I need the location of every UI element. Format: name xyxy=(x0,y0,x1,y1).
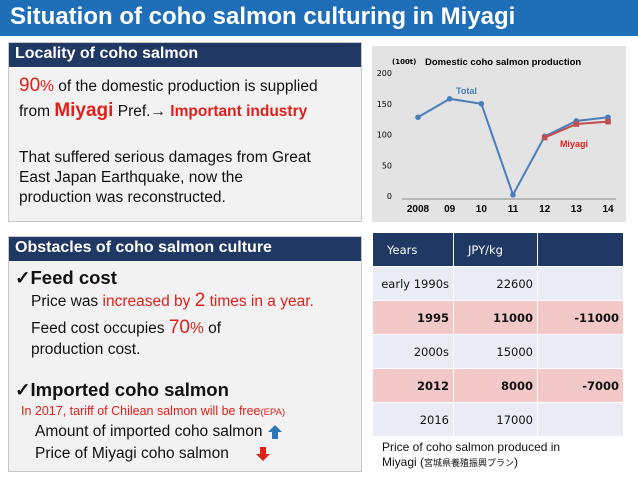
import-amount-text: Amount of imported coho salmon xyxy=(35,423,263,440)
production-chart: (100t) Domestic coho salmon production 0… xyxy=(372,46,626,222)
share-percent: 90 xyxy=(19,75,41,96)
feed-line-3: production cost. xyxy=(31,341,141,358)
share-text: of the domestic production is supplied xyxy=(53,78,318,95)
cell-year: 2012 xyxy=(372,368,454,403)
header-price: JPY/kg xyxy=(453,232,538,267)
cell-year: 2000s xyxy=(372,334,454,369)
cell-year: 1995 xyxy=(372,300,454,335)
up-arrow-icon xyxy=(267,424,282,439)
x-tick-label: 13 xyxy=(571,204,583,215)
y-tick-label: 100 xyxy=(377,131,392,140)
table-row: early 1990s 22600 xyxy=(372,266,624,301)
cell-diff xyxy=(537,402,624,437)
data-point-miyagi xyxy=(573,121,580,127)
y-tick-label: 50 xyxy=(382,161,392,170)
legend-total: Total xyxy=(456,86,477,96)
miyagi-text: Miyagi xyxy=(54,100,114,121)
feed-line-1-text: Price was xyxy=(31,293,103,310)
feed-line-1: Price was increased by 2 times in a year… xyxy=(31,290,314,312)
feed-line-2-text: Feed cost occupies xyxy=(31,320,169,337)
data-point-miyagi xyxy=(605,118,611,125)
x-tick-label: 12 xyxy=(539,204,551,215)
caption-line-2: Miyagi (宮城県養殖振興プラン) xyxy=(382,455,560,471)
cell-price: 15000 xyxy=(453,334,538,369)
down-arrow-icon xyxy=(256,446,271,461)
feed-increase-text: increased by xyxy=(102,293,195,310)
locality-header: Locality of coho salmon xyxy=(9,43,361,67)
table-caption: Price of coho salmon produced in Miyagi … xyxy=(382,440,560,471)
cell-price: 8000 xyxy=(453,368,538,403)
data-point-total xyxy=(510,191,516,198)
feed-increase-tail: times in a year. xyxy=(205,293,314,310)
imported-heading: ✓Imported coho salmon xyxy=(15,379,229,400)
cell-diff xyxy=(537,266,624,301)
feed-share-unit: % xyxy=(190,320,204,337)
locality-line-1: 90% of the domestic production is suppli… xyxy=(19,75,318,97)
x-tick-label: 11 xyxy=(508,204,519,215)
locality-panel: Locality of coho salmon 90% of the domes… xyxy=(8,42,362,222)
data-point-total xyxy=(446,96,453,102)
x-tick-label: 10 xyxy=(476,204,488,215)
damage-line-1: That suffered serious damages from Great xyxy=(19,149,311,166)
important-industry-text: Important industry xyxy=(170,103,308,120)
feed-share-number: 70 xyxy=(168,317,190,338)
header-years: Years xyxy=(372,232,454,267)
data-point-total xyxy=(478,100,485,107)
data-point-miyagi xyxy=(541,134,548,141)
obstacles-panel: Obstacles of coho salmon culture ✓Feed c… xyxy=(8,236,362,472)
legend-miyagi: Miyagi xyxy=(560,139,588,149)
tariff-note-text: In 2017, tariff of Chilean salmon will b… xyxy=(21,404,261,418)
x-tick-label: 09 xyxy=(444,204,456,215)
table-header-row: Years JPY/kg xyxy=(372,232,624,267)
tariff-note: In 2017, tariff of Chilean salmon will b… xyxy=(21,404,285,418)
data-point-total xyxy=(605,114,611,121)
caption-close: ) xyxy=(514,455,519,469)
y-tick-label: 150 xyxy=(377,100,392,109)
y-tick-label: 200 xyxy=(377,69,392,78)
damage-line-3: production was reconstructed. xyxy=(19,189,226,206)
price-table: Years JPY/kg early 1990s 22600 1995 1100… xyxy=(372,232,624,437)
chart-unit: (100t) xyxy=(392,58,416,66)
table-row: 1995 11000 -11000 xyxy=(372,300,624,335)
cell-price: 22600 xyxy=(453,266,538,301)
import-line-2: Price of Miyagi coho salmon xyxy=(35,445,271,463)
feed-line-2: Feed cost occupies 70% of xyxy=(31,317,221,339)
obstacles-header: Obstacles of coho salmon culture xyxy=(9,237,361,261)
locality-line-2: from Miyagi Pref.→ Important industry xyxy=(19,100,307,122)
cell-diff: -7000 xyxy=(537,368,624,403)
y-tick-label: 0 xyxy=(387,192,392,201)
cell-year: early 1990s xyxy=(372,266,454,301)
damage-line-2: East Japan Earthquake, now the xyxy=(19,169,244,186)
page-title: Situation of coho salmon culturing in Mi… xyxy=(0,0,638,36)
cell-year: 2016 xyxy=(372,402,454,437)
caption-line-1: Price of coho salmon produced in xyxy=(382,440,561,454)
caption-source: 宮城県養殖振興プラン xyxy=(424,458,515,468)
x-tick-label: 2008 xyxy=(407,204,430,215)
import-line-1: Amount of imported coho salmon xyxy=(35,423,283,441)
epa-label: (EPA) xyxy=(260,407,286,418)
x-tick-label: 14 xyxy=(602,204,614,215)
production-chart-svg: (100t) Domestic coho salmon production 0… xyxy=(377,57,616,215)
caption-miyagi: Miyagi ( xyxy=(382,455,425,469)
header-diff xyxy=(537,232,624,267)
cell-price: 17000 xyxy=(453,402,538,437)
feed-cost-heading: ✓Feed cost xyxy=(15,267,117,288)
share-percent-unit: % xyxy=(40,78,54,95)
cell-diff xyxy=(537,334,624,369)
table-row: 2012 8000 -7000 xyxy=(372,368,624,403)
table-row: 2016 17000 xyxy=(372,402,624,437)
miyagi-price-text: Price of Miyagi coho salmon xyxy=(35,445,229,462)
pref-text: Pref.→ xyxy=(113,103,171,120)
cell-price: 11000 xyxy=(453,300,538,335)
table-row: 2000s 15000 xyxy=(372,334,624,369)
chart-title: Domestic coho salmon production xyxy=(425,57,581,68)
from-text: from xyxy=(19,103,55,120)
cell-diff: -11000 xyxy=(537,300,624,335)
feed-increase-number: 2 xyxy=(194,290,206,311)
data-point-total xyxy=(415,114,421,121)
feed-line-2-tail: of xyxy=(203,320,222,337)
